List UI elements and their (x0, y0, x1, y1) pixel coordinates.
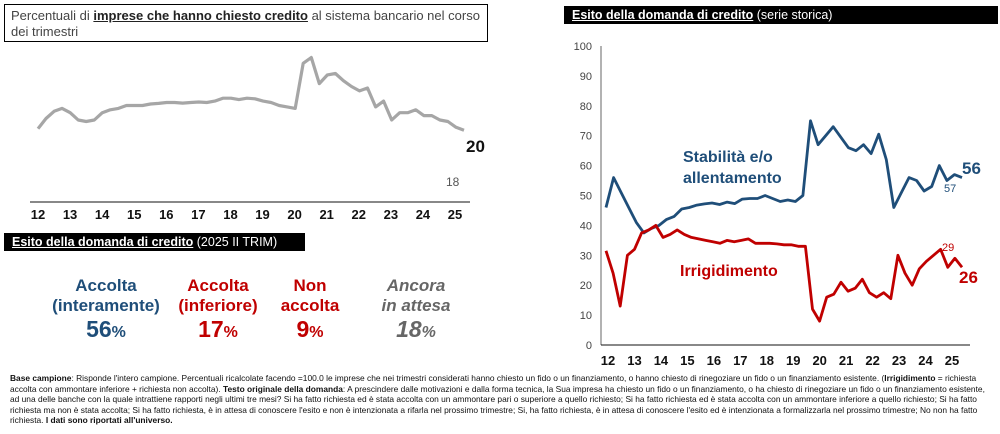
right-x-tick-label: 23 (892, 353, 906, 368)
right-x-tick-label: 19 (786, 353, 800, 368)
outcome-category: Accolta (inferiore) 17% (158, 276, 278, 343)
outcome-category-value: 56% (86, 316, 126, 342)
right-y-tick-label: 60 (580, 161, 592, 173)
outcome-header: Esito della domanda di credito (2025 II … (4, 233, 305, 251)
red-prev-label: 29 (942, 242, 954, 254)
left-x-tick-label: 23 (384, 207, 398, 222)
right-x-tick-label: 24 (918, 353, 933, 368)
outcome-category-unit: % (223, 324, 238, 341)
outcome-category-label: accolta (280, 296, 340, 315)
right-y-tick-label: 80 (580, 101, 592, 113)
outcome-category: Non accolta 9% (272, 276, 348, 343)
right-y-tick-label: 30 (580, 250, 592, 262)
left-x-tick-label: 16 (159, 207, 173, 222)
outcome-category-value: 17% (198, 316, 238, 342)
blue-prev-label: 57 (944, 183, 956, 195)
outcome-category-label: Accolta (187, 276, 249, 295)
left-x-tick-label: 25 (448, 207, 462, 222)
left-x-tick-label: 13 (63, 207, 77, 222)
right-y-tick-label: 100 (574, 41, 592, 53)
left-x-tick-label: 22 (352, 207, 366, 222)
red-series-line (604, 224, 964, 323)
right-y-tick-label: 50 (580, 191, 592, 203)
left-x-tick-label: 17 (191, 207, 205, 222)
outcome-category-label: (interamente) (52, 296, 160, 315)
left-x-tick-label: 21 (319, 207, 333, 222)
left-x-tick-label: 20 (287, 207, 301, 222)
outcome-category: Accolta (interamente) 56% (36, 276, 176, 343)
outcome-category-label: (inferiore) (178, 296, 258, 315)
right-x-tick-label: 17 (733, 353, 747, 368)
series-label-blue-2: allentamento (683, 170, 782, 187)
left-x-tick-label: 12 (31, 207, 45, 222)
right-x-tick-label: 16 (707, 353, 721, 368)
outcome-category-value: 18% (396, 316, 436, 342)
left-x-tick-label: 15 (127, 207, 141, 222)
outcome-category: Ancora in attesa 18% (356, 276, 476, 343)
right-x-tick-label: 20 (812, 353, 826, 368)
right-y-tick-label: 70 (580, 131, 592, 143)
right-chart-header: Esito della domanda di credito (serie st… (564, 6, 998, 24)
right-x-tick-label: 14 (654, 353, 669, 368)
outcome-category-label: Accolta (75, 276, 137, 295)
footnote: Base campione: Risponde l'intero campion… (10, 373, 985, 426)
left-x-tick-label: 24 (416, 207, 431, 222)
right-y-tick-label: 10 (580, 310, 592, 322)
left-x-tick-label: 19 (255, 207, 269, 222)
blue-last-label: 56 (962, 159, 981, 178)
right-x-tick-label: 21 (839, 353, 853, 368)
right-x-tick-label: 13 (627, 353, 641, 368)
right-x-tick-label: 25 (945, 353, 959, 368)
outcome-category-unit: % (111, 324, 126, 341)
right-line-chart: 0 10 20 30 40 50 60 70 80 90 100 12 13 14 15 16 17 18 19 2… (574, 41, 981, 368)
outcome-category-unit: % (309, 324, 324, 341)
outcome-category-unit: % (421, 324, 436, 341)
outcome-category-label: Non (293, 276, 327, 295)
outcome-category-label: Ancora (386, 276, 446, 295)
right-y-tick-label: 40 (580, 220, 592, 232)
right-y-tick-label: 20 (580, 280, 592, 292)
red-last-label: 26 (959, 268, 978, 287)
right-x-tick-label: 15 (680, 353, 694, 368)
blue-series-line (604, 119, 963, 235)
left-last-value-label: 20 (466, 137, 485, 156)
right-x-tick-label: 18 (760, 353, 774, 368)
right-y-tick-label: 0 (586, 340, 592, 352)
left-chart-title-bold: imprese che hanno chiesto credito (93, 8, 308, 23)
right-x-tick-label: 12 (601, 353, 615, 368)
left-min-value-label: 18 (446, 175, 460, 189)
left-x-tick-label: 18 (223, 207, 237, 222)
left-series-line (36, 55, 465, 132)
outcome-category-value: 9% (296, 316, 324, 342)
right-x-tick-label: 22 (865, 353, 879, 368)
series-label-red: Irrigidimento (680, 263, 778, 280)
left-line-chart: 12 13 14 15 16 17 18 19 20 21 22 23 24 25 20 18 (30, 55, 485, 222)
outcome-category-label: in attesa (381, 296, 451, 315)
series-label-blue-1: Stabilità e/o (683, 149, 773, 166)
left-chart-title: Percentuali di imprese che hanno chiesto… (4, 4, 488, 42)
right-y-tick-label: 90 (580, 71, 592, 83)
left-x-tick-label: 14 (95, 207, 110, 222)
